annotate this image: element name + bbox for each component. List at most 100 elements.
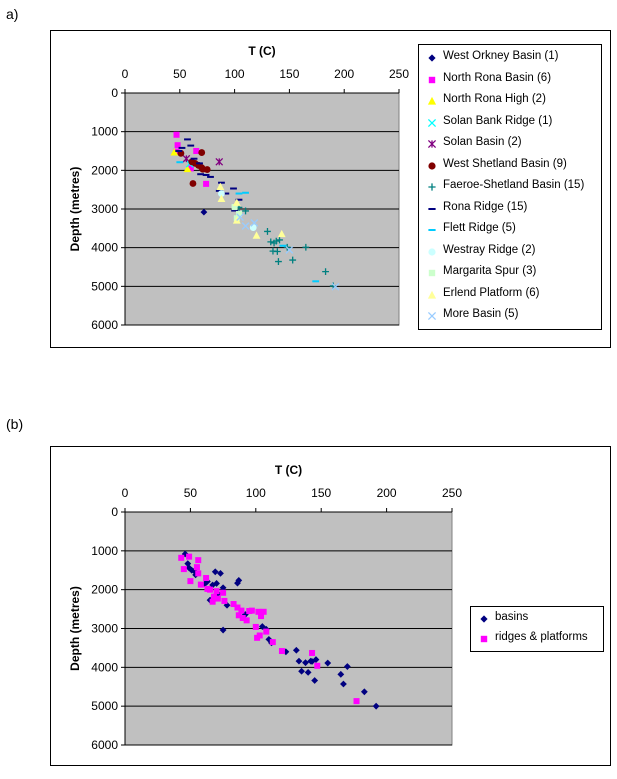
chart-b-series-1 <box>178 553 360 705</box>
chart-a-data-point <box>235 211 242 218</box>
chart-b-data-point <box>185 564 193 572</box>
chart-a-legend: West Orkney Basin (1) North Rona Basin (6… <box>418 44 602 330</box>
chart-a-data-point <box>236 213 244 221</box>
panel-label-a: a) <box>6 6 19 22</box>
chart-a-legend-label: West Shetland Basin (9) <box>443 157 567 170</box>
chart-a-data-point <box>222 192 230 195</box>
legend-marker-icon <box>428 161 436 170</box>
chart-b-data-point <box>223 601 231 609</box>
chart-a-series-2 <box>170 148 192 173</box>
legend-marker-icon <box>427 139 437 149</box>
chart-b-data-point <box>197 581 204 588</box>
chart-a-data-point <box>207 175 214 178</box>
chart-b-y-tick-label: 0 <box>111 505 118 519</box>
chart-a-data-point <box>231 204 238 211</box>
chart-b-data-point <box>219 584 227 592</box>
chart-b-data-point <box>340 680 347 688</box>
chart-b-data-point <box>180 566 187 573</box>
chart-b-data-point <box>258 613 265 620</box>
panel-label-b: (b) <box>6 416 24 432</box>
chart-b-data-point <box>309 649 316 656</box>
chart-b-data-point <box>311 677 319 684</box>
chart-a-series-8 <box>176 161 320 283</box>
chart-a-data-point <box>230 187 237 190</box>
chart-b-data-point <box>209 598 216 605</box>
chart-b-x-tick-label: 200 <box>377 486 397 500</box>
chart-a-data-point <box>173 131 180 138</box>
chart-b-data-point <box>193 564 200 571</box>
chart-b-data-point <box>252 623 259 630</box>
chart-a-data-point <box>215 157 224 166</box>
chart-a-data-point <box>264 228 271 235</box>
chart-a-legend-label: Solan Bank Ridge (1) <box>443 114 553 127</box>
chart-a-data-point <box>218 190 225 197</box>
chart-b-data-point <box>195 557 202 564</box>
chart-b-data-point <box>304 668 312 676</box>
chart-b-data-point <box>213 588 220 595</box>
chart-b-data-point <box>302 659 309 667</box>
chart-a-series-12 <box>236 213 340 291</box>
chart-a-data-point <box>252 231 261 239</box>
chart-a-y-tick-label: 4000 <box>91 241 118 255</box>
chart-a-data-point <box>218 181 225 184</box>
chart-b-data-point <box>248 607 255 614</box>
legend-marker-icon <box>480 615 488 623</box>
chart-a-data-point <box>176 161 184 164</box>
chart-a-data-point <box>197 173 205 176</box>
chart-a-x-tick-label: 100 <box>225 67 245 81</box>
legend-marker-icon <box>480 635 488 643</box>
chart-a-series-11 <box>216 182 286 239</box>
chart-b-data-point <box>360 688 368 696</box>
chart-b-data-point <box>234 604 241 611</box>
chart-b-data-point <box>178 554 185 561</box>
chart-b-x-axis-title: T (C) <box>275 463 302 477</box>
chart-b-data-point <box>292 646 300 654</box>
chart-a-data-point <box>331 282 340 291</box>
chart-a-data-point <box>183 164 192 173</box>
chart-b-data-point <box>324 659 332 667</box>
chart-b-data-point <box>203 575 210 582</box>
chart-b-data-point <box>230 601 237 608</box>
legend-marker-icon <box>427 118 437 127</box>
chart-a-data-point <box>289 256 297 264</box>
chart-b-data-point <box>210 593 217 600</box>
chart-a-data-point <box>189 180 197 187</box>
chart-a-legend-label: Margarita Spur (3) <box>443 265 537 277</box>
legend-marker-icon <box>428 229 436 231</box>
chart-a-x-tick-label: 50 <box>173 67 187 81</box>
chart-a-data-point <box>242 207 249 215</box>
chart-a-legend-label: More Basin (5) <box>443 308 519 320</box>
chart-a-data-point <box>231 209 238 212</box>
chart-a-data-point <box>202 173 210 176</box>
chart-b-data-point <box>213 580 220 587</box>
chart-b-data-point <box>308 658 316 665</box>
legend-marker-icon <box>428 247 436 256</box>
chart-a-data-point <box>198 149 206 156</box>
chart-b-x-tick-label: 100 <box>246 486 266 500</box>
chart-b-data-point <box>256 632 263 639</box>
chart-a-data-point <box>279 244 287 247</box>
chart-a-legend-label: Rona Ridge (15) <box>443 200 528 213</box>
chart-a-series-5 <box>177 149 211 187</box>
chart-b-data-point <box>184 560 192 568</box>
chart-a-data-point <box>302 243 310 251</box>
chart-b-x-tick-label: 0 <box>122 486 129 500</box>
chart-a-data-point <box>215 189 223 192</box>
chart-a-y-tick-label: 1000 <box>91 125 118 139</box>
chart-a-data-point <box>187 144 195 147</box>
chart-b-y-tick-label: 1000 <box>91 544 118 558</box>
chart-b-data-point <box>269 639 276 646</box>
chart-b-legend-label: basins <box>495 611 529 623</box>
legend-marker-icon <box>427 96 437 105</box>
chart-b-data-point <box>353 698 360 705</box>
chart-b-data-point <box>221 597 228 604</box>
chart-b-data-point <box>220 589 227 596</box>
chart-b-data-point <box>312 656 320 663</box>
chart-b-data-point <box>260 608 267 615</box>
chart-a-data-point <box>272 237 280 245</box>
chart-b-y-axis-title: Depth (metres) <box>68 586 82 671</box>
chart-a-data-point <box>235 198 243 201</box>
chart-b-data-point <box>207 586 214 593</box>
chart-b-y-tick-label: 5000 <box>91 699 118 713</box>
chart-b-data-point <box>263 628 270 635</box>
